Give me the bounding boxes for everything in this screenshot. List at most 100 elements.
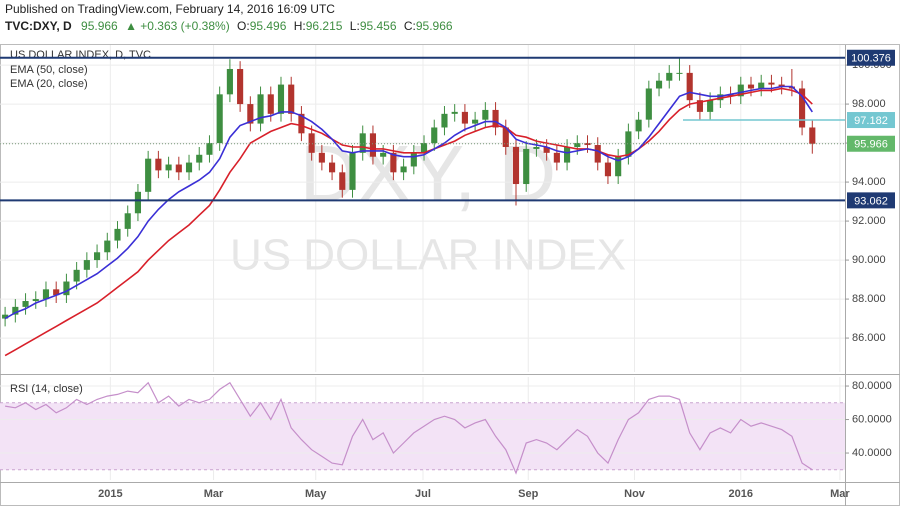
y-tick-label: 94.000 — [852, 176, 886, 188]
candle-body — [768, 82, 775, 85]
level-label-box — [847, 112, 895, 129]
candle-body — [277, 84, 285, 114]
candle-body — [237, 68, 244, 105]
ohlc-value: 95.966 — [416, 19, 453, 33]
candle-body — [431, 127, 438, 144]
candle-body — [53, 289, 60, 296]
candle-body — [533, 146, 540, 149]
candle-body — [247, 104, 254, 124]
price-change: ▲ +0.363 (+0.38%) — [125, 19, 230, 33]
candle-body — [185, 162, 193, 173]
rsi-line — [5, 381, 813, 475]
candle-body — [288, 84, 295, 114]
candle-body — [461, 111, 468, 124]
marks-layer — [2, 57, 816, 475]
candle-body — [625, 131, 632, 157]
last-price-label: 95.966 — [854, 139, 888, 151]
candle-body — [83, 260, 90, 270]
candle-body — [441, 113, 448, 128]
candle-body — [655, 80, 663, 89]
candle-body — [216, 94, 223, 144]
candle-body — [32, 299, 39, 302]
candle-body — [492, 109, 499, 128]
candle-body — [615, 156, 622, 177]
x-tick-label: Jul — [415, 488, 431, 500]
y-tick-label: 86.000 — [852, 332, 886, 344]
y-tick-label: 98.000 — [852, 98, 886, 110]
candle-body — [114, 228, 121, 241]
ohlc-value: 95.456 — [360, 19, 397, 33]
candle-body — [410, 152, 417, 167]
candle-body — [124, 213, 131, 229]
legend-entry: EMA (20, close) — [10, 78, 88, 90]
candle-body — [747, 84, 755, 89]
candle-body — [594, 145, 601, 163]
candle-body — [696, 100, 703, 112]
candle-body — [165, 164, 172, 171]
level-label-box — [847, 49, 895, 66]
candle-body — [63, 281, 70, 296]
candle-body — [329, 162, 336, 173]
ema-line — [4, 85, 813, 320]
ohlc-value: 96.215 — [306, 19, 343, 33]
overlay-layer: EMA (50, close) EMA (20, close) US DOLLAR … — [0, 49, 895, 395]
candle-body — [298, 113, 305, 134]
candle-body — [349, 152, 356, 190]
candle-body — [717, 94, 724, 101]
candle-body — [604, 162, 612, 177]
pane-title: US DOLLAR INDEX, D, TVC — [10, 49, 151, 61]
candle-body — [42, 289, 50, 300]
candle-body — [666, 72, 673, 81]
y-tick-label: 40.0000 — [852, 447, 892, 459]
symbol-line: TVC:DXY, D 95.966 ▲ +0.363 (+0.38%) O:95… — [5, 19, 453, 33]
candle-body — [73, 269, 80, 282]
last-price: 95.966 — [81, 19, 118, 33]
ohlc-label: L: — [350, 19, 360, 33]
candle-body — [523, 148, 530, 185]
ohlc-value: 95.496 — [250, 19, 287, 33]
y-tick-label: 92.000 — [852, 215, 886, 227]
ema-line — [4, 87, 813, 357]
candle-body — [635, 119, 642, 132]
level-label-box — [847, 192, 895, 209]
candle-body — [799, 88, 806, 128]
ohlc-label: H: — [294, 19, 306, 33]
candle-body — [12, 306, 19, 315]
candle-body — [104, 240, 111, 253]
x-tick-label: Mar — [204, 488, 224, 500]
level-label: 97.182 — [854, 115, 888, 127]
last-price-box — [847, 135, 895, 152]
candle-body — [359, 133, 366, 153]
pane-title: RSI (14, close) — [10, 383, 83, 395]
candle-body — [267, 94, 274, 114]
candle-body — [2, 314, 9, 319]
rsi-band — [0, 402, 845, 470]
candle-body — [451, 111, 458, 114]
candle-body — [543, 146, 550, 153]
x-tick-label: May — [305, 488, 327, 500]
watermark: US DOLLAR INDEX — [230, 231, 626, 280]
level-label: 93.062 — [854, 195, 888, 207]
candle-body — [645, 88, 652, 120]
grid-layer: DXY, DUS DOLLAR INDEX86.00088.00090.0009… — [0, 45, 892, 480]
candle-body — [369, 133, 377, 157]
y-tick-label: 80.0000 — [852, 380, 892, 392]
y-tick-label: 90.000 — [852, 254, 886, 266]
candle-body — [400, 166, 407, 173]
candle-body — [502, 127, 509, 147]
candle-body — [758, 82, 765, 89]
candle-body — [155, 158, 162, 171]
level-label: 100.376 — [851, 53, 891, 65]
candle-body — [134, 191, 142, 214]
candle-body — [584, 143, 591, 146]
candle-body — [553, 152, 560, 163]
ohlc-label: C: — [404, 19, 416, 33]
candle-body — [778, 84, 785, 87]
candle-body — [707, 100, 714, 112]
candle-body — [339, 172, 346, 190]
candle-body — [512, 146, 520, 185]
candle-body — [257, 94, 264, 124]
published-note: Published on TradingView.com, February 1… — [5, 2, 335, 16]
candle-body — [727, 94, 734, 97]
